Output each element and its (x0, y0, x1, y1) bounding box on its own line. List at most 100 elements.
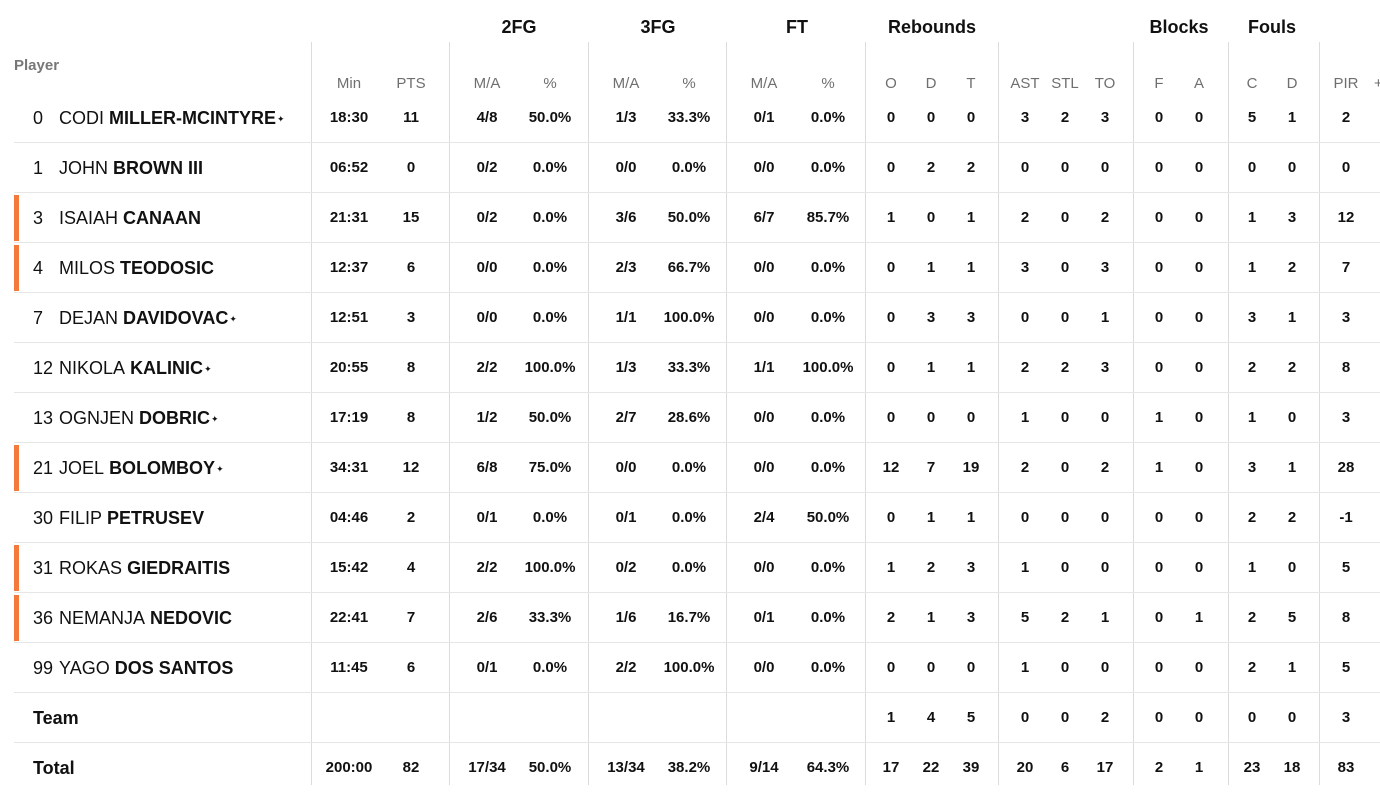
stat-ft-pct: 0.0% (810, 159, 846, 176)
player-first-name: CODI (59, 108, 104, 128)
column-header-pir[interactable]: PIR (1333, 75, 1359, 92)
player-row[interactable]: 36 NEMANJA NEDOVIC 22:41 7 2/6 33.3% 1/6 16.7% 0/… (14, 593, 1380, 643)
stat-pts: 8 (406, 359, 416, 376)
stat-ft-made-attempted: 0/0 (753, 659, 775, 676)
stat-reb-offensive: 0 (886, 509, 896, 526)
stat-fouls-drawn: 0 (1287, 559, 1297, 576)
more-columns-indicator[interactable]: + (1374, 75, 1380, 92)
stat-fouls-committed: 0 (1247, 709, 1257, 726)
stat-3fg-made-attempted: 13/34 (607, 759, 645, 776)
player-number: 3 (33, 208, 44, 228)
stat-reb-offensive: 1 (886, 209, 896, 226)
player-row[interactable]: 0 CODI MILLER-MCINTYRE✦ 18:30 11 4/8 50.0% 1/3 3… (14, 93, 1380, 143)
player-name[interactable]: 3 ISAIAH CANAAN (33, 193, 201, 243)
stat-pir: 28 (1337, 459, 1355, 476)
player-name[interactable]: 12 NIKOLA KALINIC✦ (33, 343, 212, 393)
player-row[interactable]: 3 ISAIAH CANAAN 21:31 15 0/2 0.0% 3/6 50.0% 6/7 85… (14, 193, 1380, 243)
stat-blocks-against: 0 (1194, 109, 1204, 126)
stat-fouls-drawn: 2 (1287, 259, 1297, 276)
group-header-blocks: Blocks (1149, 17, 1209, 37)
stat-pir: 0 (1341, 159, 1351, 176)
stat-blocks-for: 0 (1154, 709, 1164, 726)
column-header-reb-offensive[interactable]: O (885, 75, 897, 92)
player-name[interactable]: 31 ROKAS GIEDRAITIS (33, 543, 230, 593)
player-name[interactable]: 36 NEMANJA NEDOVIC (33, 593, 232, 643)
column-header-blocks-for[interactable]: F (1154, 75, 1164, 92)
team-label: Team (33, 708, 79, 728)
stat-3fg-made-attempted: 1/6 (615, 609, 637, 626)
column-header-2fg-made-attempted[interactable]: M/A (473, 75, 501, 92)
stat-fouls-drawn: 0 (1287, 709, 1297, 726)
column-header-blocks-against[interactable]: A (1193, 75, 1204, 92)
player-last-name: DAVIDOVAC (123, 308, 229, 328)
stat-2fg-pct: 0.0% (532, 659, 568, 676)
player-name[interactable]: 0 CODI MILLER-MCINTYRE✦ (33, 93, 285, 143)
stat-fouls-drawn: 0 (1287, 409, 1297, 426)
column-header-fouls-committed[interactable]: C (1246, 75, 1258, 92)
player-name[interactable]: 21 JOEL BOLOMBOY✦ (33, 443, 224, 493)
stat-reb-defensive: 2 (926, 159, 936, 176)
player-row[interactable]: 1 JOHN BROWN III 06:52 0 0/2 0.0% 0/0 0.0% 0/0 0.0… (14, 143, 1380, 193)
player-row[interactable]: 7 DEJAN DAVIDOVAC✦ 12:51 3 0/0 0.0% 1/1 100.0% 0/… (14, 293, 1380, 343)
player-number: 7 (33, 308, 44, 328)
player-first-name: ROKAS (59, 558, 123, 578)
player-row[interactable]: 13 OGNJEN DOBRIC✦ 17:19 8 1/2 50.0% 2/7 28.6% 0/0… (14, 393, 1380, 443)
stat-reb-defensive: 2 (926, 559, 936, 576)
stat-2fg-made-attempted: 4/8 (476, 109, 498, 126)
player-name[interactable]: 99 YAGO DOS SANTOS (33, 643, 233, 693)
player-row[interactable]: 30 FILIP PETRUSEV 04:46 2 0/1 0.0% 0/1 0.0% 2/4 50… (14, 493, 1380, 543)
stat-blocks-for: 1 (1154, 409, 1164, 426)
stat-min: 17:19 (329, 409, 369, 426)
column-header-min[interactable]: Min (336, 75, 362, 92)
player-row[interactable]: 4 MILOS TEODOSIC 12:37 6 0/0 0.0% 2/3 66.7% 0/0 0.… (14, 243, 1380, 293)
player-row[interactable]: 21 JOEL BOLOMBOY✦ 34:31 12 6/8 75.0% 0/0 0.0% 0/0… (14, 443, 1380, 493)
player-row[interactable]: 31 ROKAS GIEDRAITIS 15:42 4 2/2 100.0% 0/2 0.0% 0… (14, 543, 1380, 593)
group-header-rebounds: Rebounds (888, 17, 976, 37)
stat-min: 34:31 (329, 459, 369, 476)
stat-reb-offensive: 1 (886, 559, 896, 576)
stat-steals: 2 (1060, 609, 1070, 626)
player-name[interactable]: 13 OGNJEN DOBRIC✦ (33, 393, 219, 443)
column-header-steals[interactable]: STL (1051, 75, 1079, 92)
stat-fouls-committed: 23 (1243, 759, 1261, 776)
player-number: 36 (33, 608, 54, 628)
player-name[interactable]: 30 FILIP PETRUSEV (33, 493, 204, 543)
stat-steals: 2 (1060, 359, 1070, 376)
stat-ft-pct: 85.7% (806, 209, 850, 226)
stat-reb-total: 2 (966, 159, 976, 176)
player-row[interactable]: 99 YAGO DOS SANTOS 11:45 6 0/1 0.0% 2/2 100.0% 0/… (14, 643, 1380, 693)
column-header-pts[interactable]: PTS (396, 75, 426, 92)
player-name[interactable]: 7 DEJAN DAVIDOVAC✦ (33, 293, 237, 343)
column-header-reb-defensive[interactable]: D (925, 75, 937, 92)
player-name[interactable]: 4 MILOS TEODOSIC (33, 243, 214, 293)
column-header-3fg-made-attempted[interactable]: M/A (612, 75, 640, 92)
column-header-ft-pct[interactable]: % (821, 75, 835, 92)
stat-reb-offensive: 12 (882, 459, 900, 476)
player-row[interactable]: 12 NIKOLA KALINIC✦ 20:55 8 2/2 100.0% 1/3 33.3% 1… (14, 343, 1380, 393)
stat-2fg-made-attempted: 17/34 (468, 759, 506, 776)
stat-3fg-made-attempted: 0/0 (615, 159, 637, 176)
stat-fouls-drawn: 2 (1287, 509, 1297, 526)
stat-2fg-pct: 50.0% (528, 409, 572, 426)
stat-pir: 3 (1341, 309, 1351, 326)
stat-pts: 2 (406, 509, 416, 526)
stat-3fg-made-attempted: 2/3 (615, 259, 637, 276)
stat-2fg-pct: 33.3% (528, 609, 572, 626)
column-header-reb-total[interactable]: T (966, 75, 976, 92)
column-header-3fg-pct[interactable]: % (682, 75, 696, 92)
player-name[interactable]: 1 JOHN BROWN III (33, 143, 203, 193)
stat-blocks-against: 0 (1194, 509, 1204, 526)
column-header-turnovers[interactable]: TO (1094, 75, 1116, 92)
stat-3fg-pct (651, 693, 727, 743)
column-header-2fg-pct[interactable]: % (543, 75, 557, 92)
column-header-fouls-drawn[interactable]: D (1286, 75, 1298, 92)
stat-fouls-drawn: 1 (1287, 459, 1297, 476)
stat-3fg-pct: 0.0% (671, 559, 707, 576)
column-header-ft-made-attempted[interactable]: M/A (750, 75, 778, 92)
total-label: Total (33, 758, 75, 778)
stat-min: 15:42 (329, 559, 369, 576)
stat-2fg-made-attempted: 2/2 (476, 559, 498, 576)
player-last-name: BROWN III (113, 158, 203, 178)
column-header-assists[interactable]: AST (1010, 75, 1040, 92)
stat-blocks-against: 0 (1194, 459, 1204, 476)
